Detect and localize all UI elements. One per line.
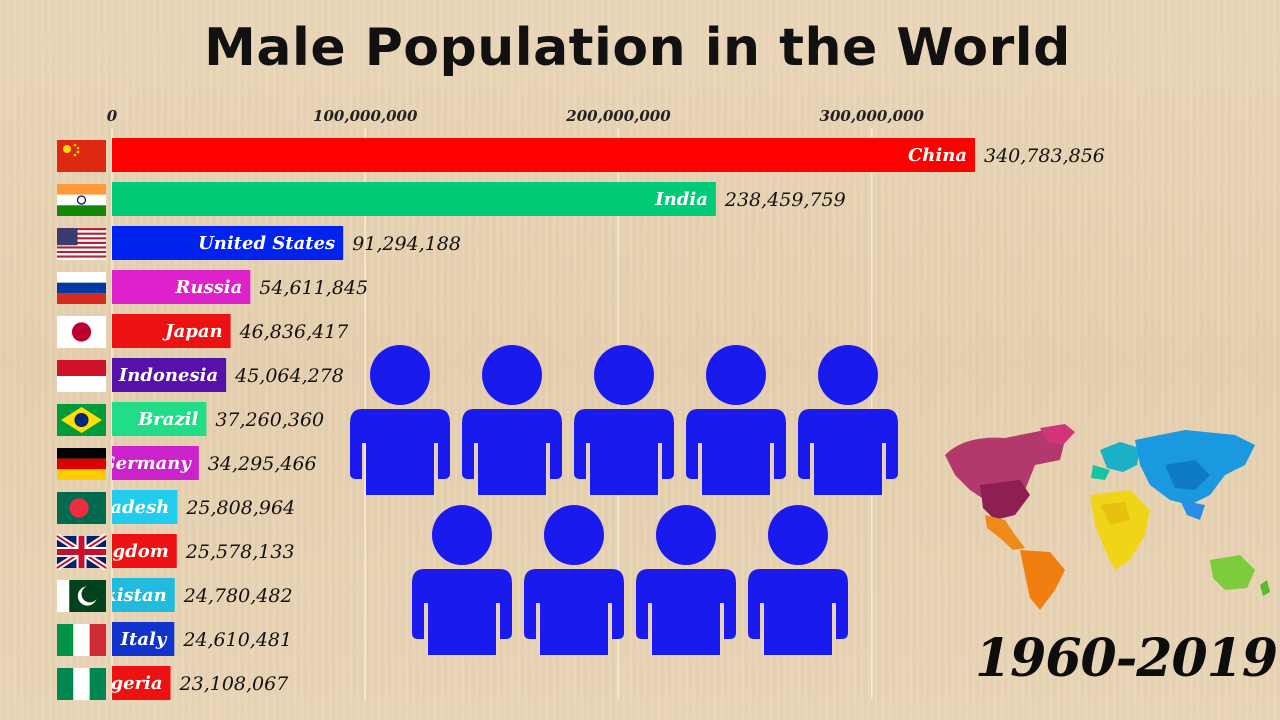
bar-united-kingdom: [112, 534, 177, 568]
bar-value-label: 46,836,417: [239, 321, 350, 343]
japan-flag-icon: [57, 316, 106, 348]
bar-value-label: 238,459,759: [724, 189, 846, 211]
person-icon: [798, 345, 898, 495]
bar-label: China: [908, 145, 967, 166]
people-illustration: [350, 345, 898, 655]
usa-flag-icon: [57, 228, 106, 260]
bar-china: [112, 138, 975, 172]
person-icon: [636, 505, 736, 655]
bar-bangladesh: [112, 490, 178, 524]
bar-label: United Kingdom: [3, 541, 169, 562]
bar-brazil: [112, 402, 207, 436]
bar-value-label: 340,783,856: [984, 145, 1105, 167]
bar-italy: [112, 622, 175, 656]
germany-flag-icon: [57, 448, 106, 480]
person-icon: [412, 505, 512, 655]
bar-pakistan: [112, 578, 175, 612]
person-icon: [574, 345, 674, 495]
bar-label: Germany: [100, 453, 192, 474]
world-map-icon: [945, 424, 1270, 610]
person-icon: [462, 345, 562, 495]
india-flag-icon: [57, 184, 106, 216]
bar-value-label: 37,260,360: [215, 409, 324, 431]
chart-title: Male Population in the World: [204, 18, 1071, 78]
bar-label: United States: [198, 233, 335, 254]
bar-value-label: 23,108,067: [179, 673, 290, 695]
bar-germany: [112, 446, 199, 480]
bar-label: Japan: [162, 321, 223, 342]
bar-label: India: [654, 189, 708, 210]
brazil-flag-icon: [57, 404, 106, 436]
pakistan-flag-icon: [57, 580, 106, 612]
indonesia-flag-icon: [57, 360, 106, 392]
bar-indonesia: [112, 358, 227, 392]
bar-label: Bangladesh: [50, 497, 169, 518]
bar-value-label: 34,295,466: [208, 453, 317, 475]
bar-value-label: 91,294,188: [352, 233, 461, 255]
bar-japan: [112, 314, 231, 348]
person-icon: [686, 345, 786, 495]
bar-value-label: 54,611,845: [259, 277, 368, 299]
uk-flag-icon: [55, 533, 108, 571]
bangladesh-flag-icon: [57, 492, 106, 524]
bar-label: Indonesia: [118, 365, 218, 386]
china-flag-icon: [57, 140, 106, 172]
bar-label: Brazil: [137, 409, 198, 430]
person-icon: [350, 345, 450, 495]
bar-label: Italy: [120, 629, 168, 650]
bar-value-label: 24,780,482: [183, 585, 293, 607]
russia-flag-icon: [57, 272, 106, 304]
bar-value-label: 45,064,278: [234, 365, 344, 387]
bar-united-states: [112, 226, 344, 260]
bar-label: Pakistan: [79, 585, 167, 606]
bar-label: Nigeria: [86, 673, 162, 694]
year-range-label: 1960-2019: [975, 628, 1278, 689]
nigeria-flag-icon: [57, 668, 106, 700]
person-icon: [748, 505, 848, 655]
x-tick-label: 200,000,000: [565, 107, 671, 125]
bar-value-label: 25,808,964: [185, 497, 295, 519]
bar-russia: [112, 270, 251, 304]
italy-flag-icon: [57, 624, 106, 656]
bar-nigeria: [112, 666, 171, 700]
x-tick-label: 300,000,000: [820, 107, 925, 125]
x-tick-label: 100,000,000: [313, 107, 418, 125]
person-icon: [524, 505, 624, 655]
x-tick-label: 0: [107, 107, 118, 125]
bar-value-label: 24,610,481: [182, 629, 292, 651]
bar-india: [112, 182, 716, 216]
bar-label: Russia: [174, 277, 242, 298]
bar-value-label: 25,578,133: [185, 541, 295, 563]
